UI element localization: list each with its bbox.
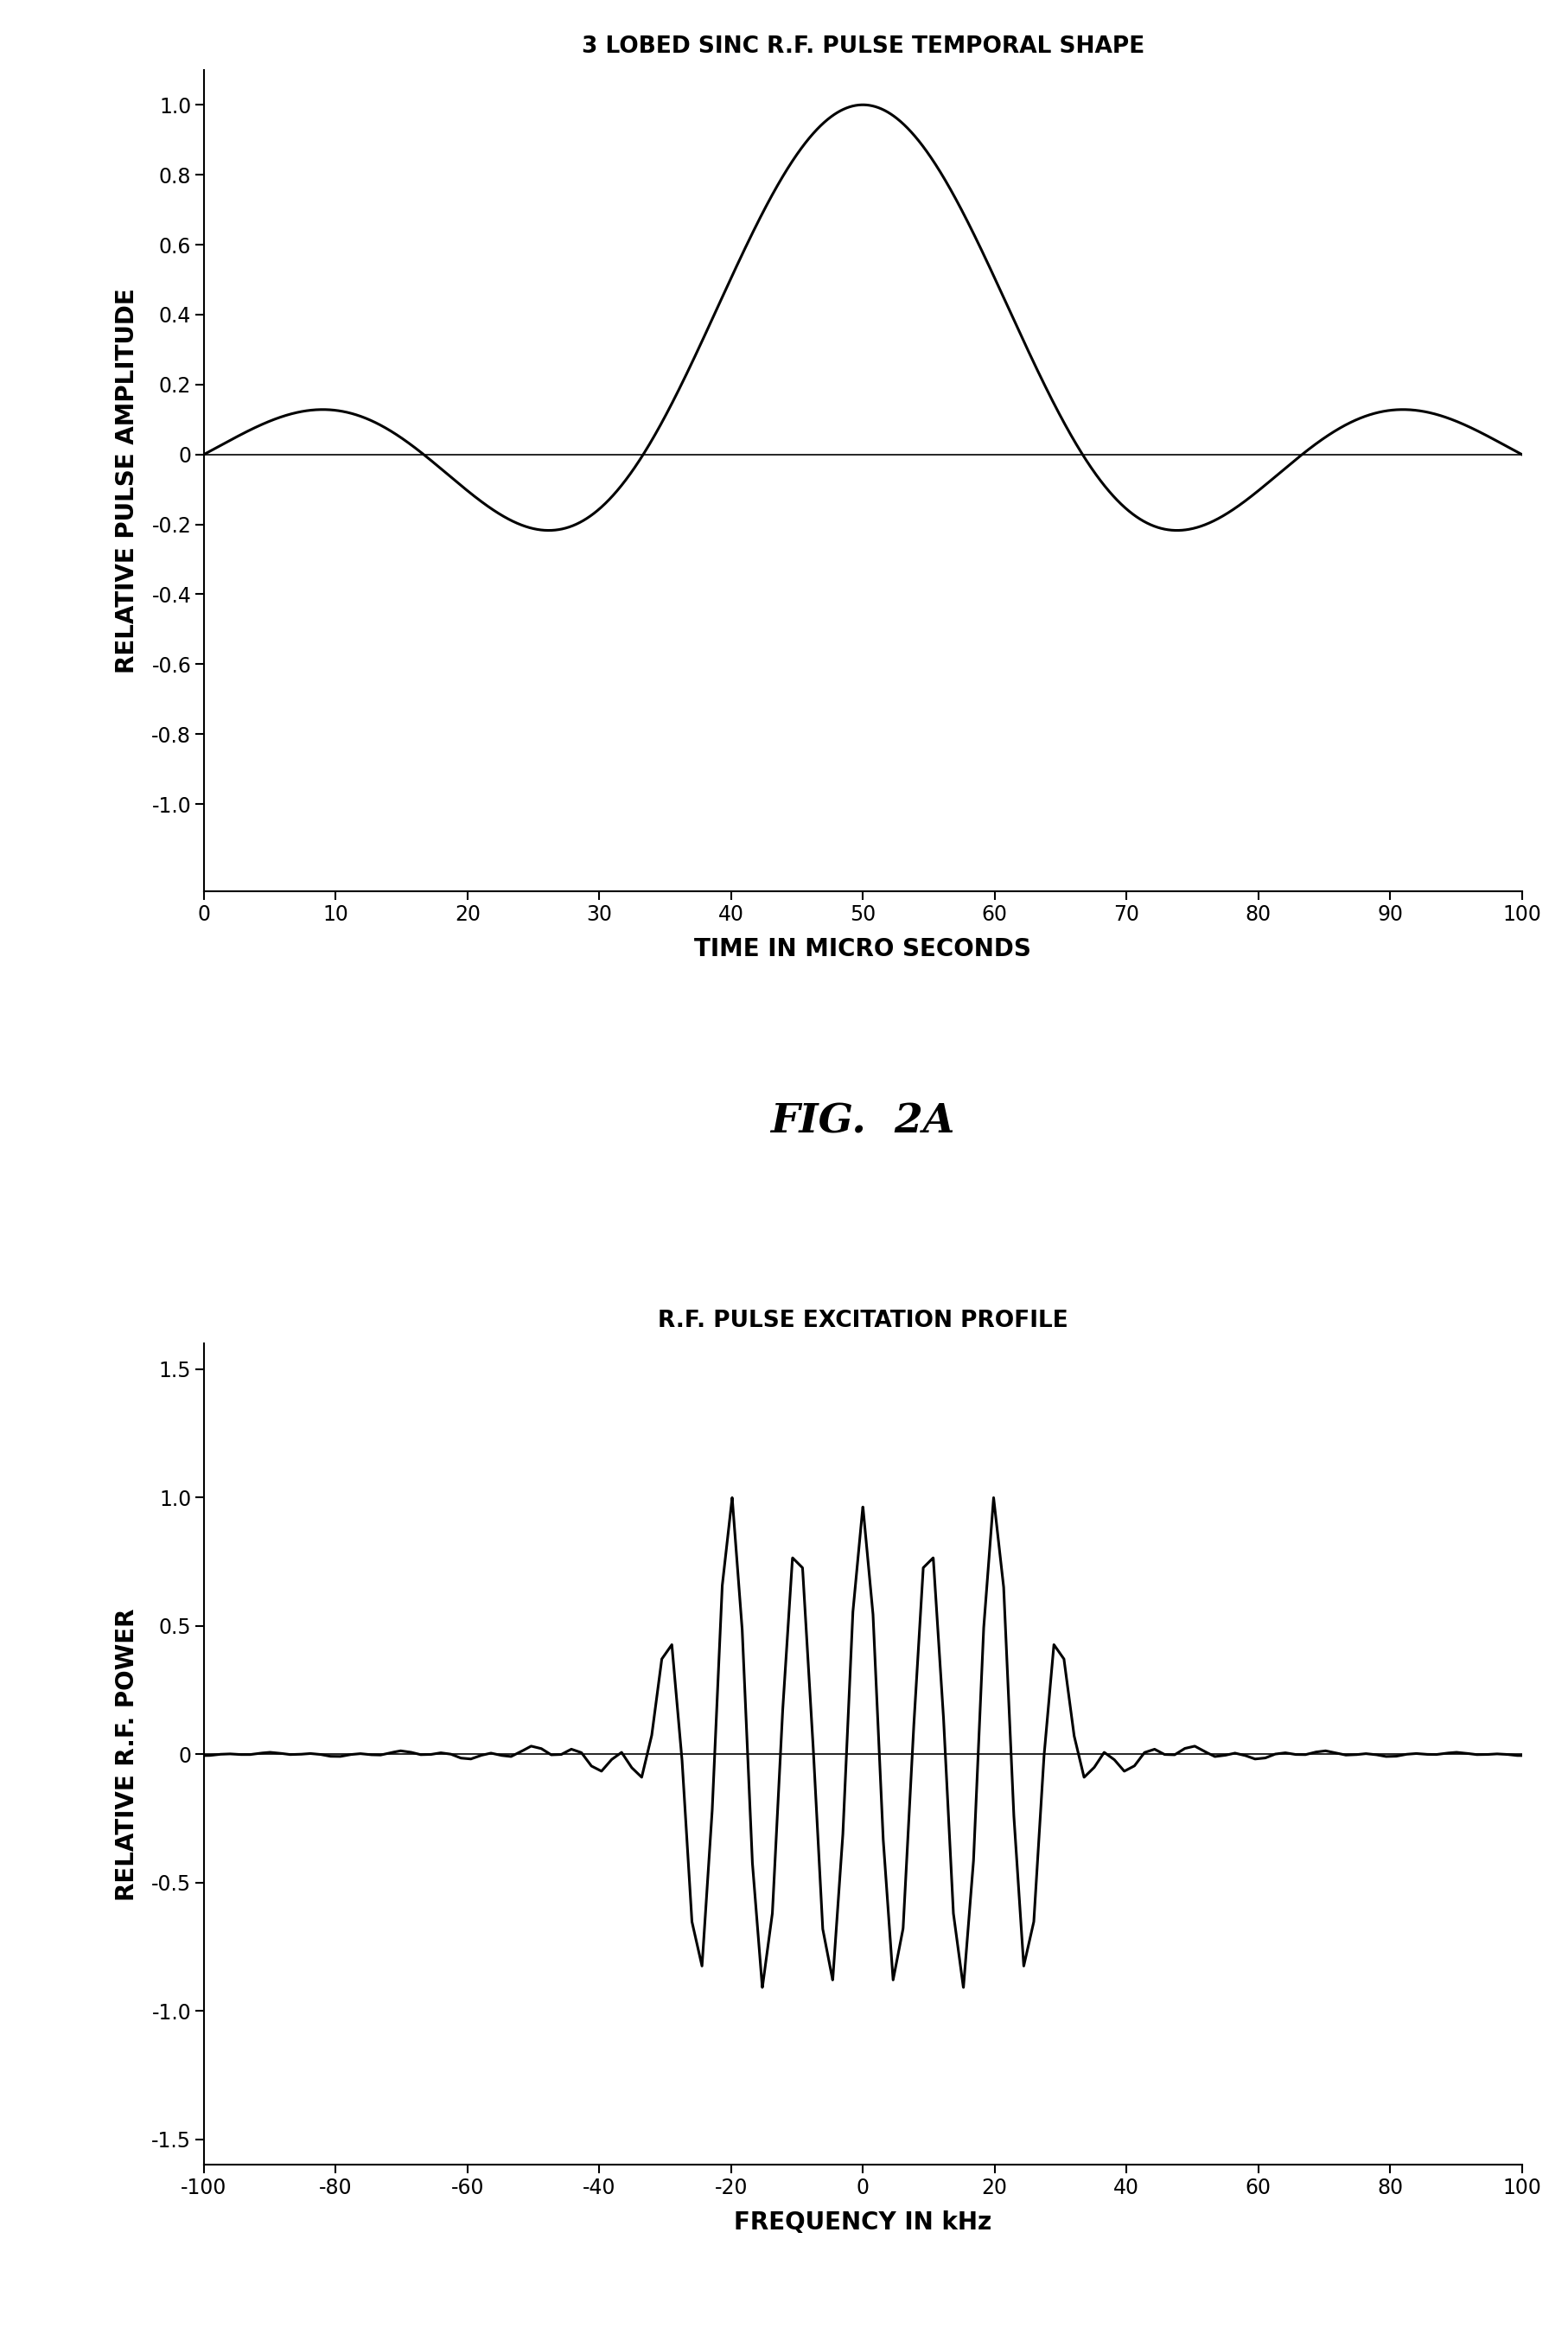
X-axis label: TIME IN MICRO SECONDS: TIME IN MICRO SECONDS [695,936,1030,961]
Y-axis label: RELATIVE PULSE AMPLITUDE: RELATIVE PULSE AMPLITUDE [116,289,140,673]
Y-axis label: RELATIVE R.F. POWER: RELATIVE R.F. POWER [114,1609,140,1900]
Text: FIG.  2A: FIG. 2A [770,1101,955,1141]
Title: R.F. PULSE EXCITATION PROFILE: R.F. PULSE EXCITATION PROFILE [657,1308,1068,1332]
Title: 3 LOBED SINC R.F. PULSE TEMPORAL SHAPE: 3 LOBED SINC R.F. PULSE TEMPORAL SHAPE [582,35,1143,58]
X-axis label: FREQUENCY IN kHz: FREQUENCY IN kHz [734,2209,991,2235]
